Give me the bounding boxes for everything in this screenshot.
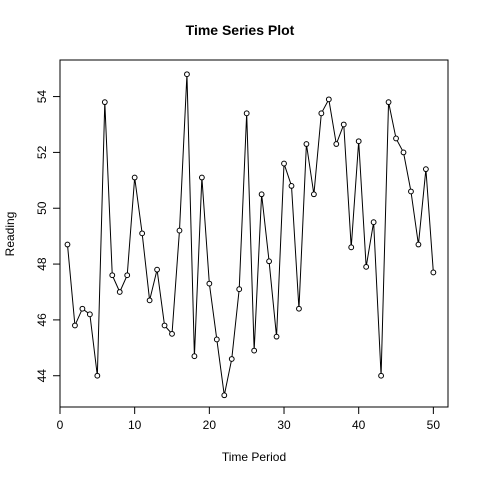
y-tick-label: 54 [35, 90, 49, 104]
data-point [64, 241, 71, 248]
data-point [243, 110, 250, 117]
data-point [101, 99, 108, 106]
series-line [66, 74, 434, 396]
data-point [378, 372, 384, 379]
data-point [422, 166, 429, 173]
data-point [393, 135, 399, 142]
data-point [176, 227, 183, 234]
data-point [333, 141, 340, 147]
data-point [161, 322, 168, 329]
data-point [273, 333, 280, 340]
data-point [236, 286, 243, 293]
x-tick-label: 10 [128, 418, 142, 432]
y-tick-label: 48 [35, 257, 49, 271]
x-tick-label: 0 [57, 418, 64, 432]
data-point [184, 71, 190, 78]
plot-frame [59, 59, 449, 408]
data-point [191, 353, 198, 360]
y-tick-label: 52 [35, 145, 49, 159]
x-axis-label: Time Period [221, 450, 287, 464]
data-point [430, 269, 437, 276]
data-point [370, 219, 377, 226]
data-point [139, 230, 146, 237]
data-point [415, 241, 422, 248]
data-point [385, 99, 392, 106]
data-point [228, 356, 235, 362]
data-point [72, 322, 78, 329]
x-tick-label: 20 [203, 418, 217, 432]
data-point [296, 305, 302, 312]
data-point [109, 272, 116, 279]
data-point [213, 336, 220, 343]
x-tick-label: 40 [352, 418, 366, 432]
x-tick-label: 50 [427, 418, 441, 432]
data-point [340, 121, 347, 128]
data-point [116, 289, 123, 295]
y-tick-label: 44 [35, 369, 49, 383]
data-point [86, 311, 93, 318]
data-point [131, 174, 138, 181]
data-point [325, 96, 332, 103]
data-point [146, 297, 153, 304]
data-point [221, 392, 228, 399]
data-point [408, 188, 414, 195]
data-point [258, 191, 265, 198]
data-point [206, 280, 213, 287]
x-tick-label: 30 [277, 418, 291, 432]
data-point [251, 347, 258, 354]
data-point [124, 272, 131, 279]
data-point [400, 149, 407, 156]
data-point [363, 263, 370, 270]
data-point [198, 174, 205, 181]
data-point [154, 266, 160, 273]
data-point [94, 372, 101, 379]
data-point [355, 138, 362, 145]
data-point [281, 160, 287, 167]
data-point [303, 141, 310, 147]
data-point [79, 305, 86, 312]
data-point [266, 258, 272, 265]
chart-title: Time Series Plot [185, 22, 295, 38]
data-point [318, 110, 325, 117]
data-point [288, 183, 295, 189]
data-point [310, 191, 317, 198]
y-tick-label: 46 [35, 313, 49, 327]
data-point [348, 244, 355, 251]
data-point [169, 330, 175, 337]
y-tick-label: 50 [35, 201, 49, 215]
